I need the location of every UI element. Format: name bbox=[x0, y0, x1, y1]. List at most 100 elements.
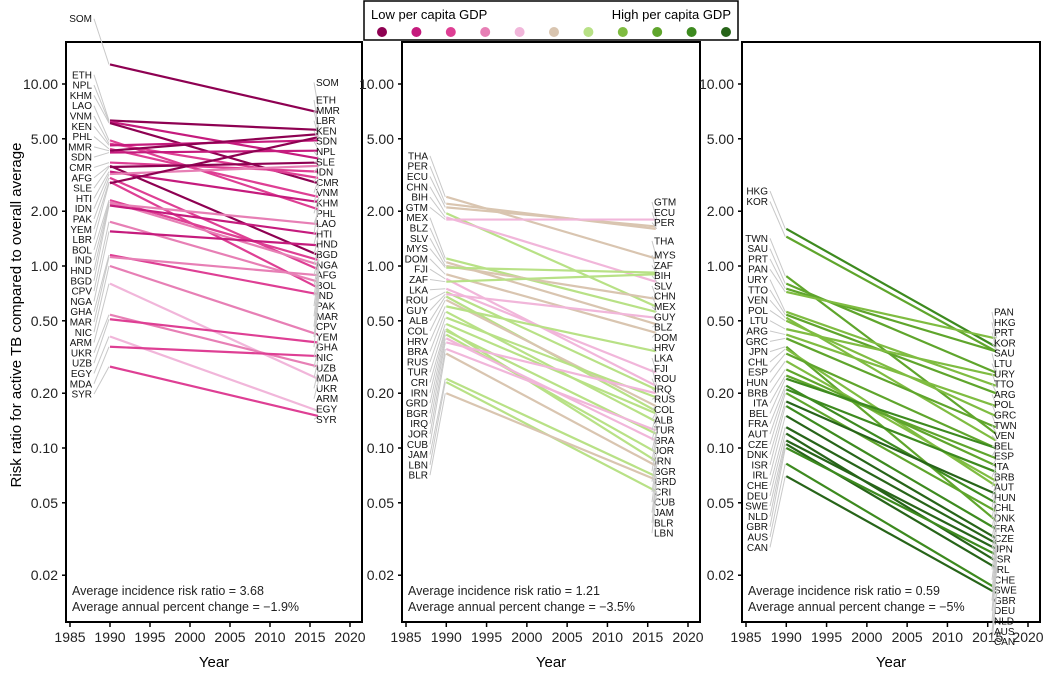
country-label-start: NPL bbox=[73, 81, 93, 92]
panel-frame bbox=[65, 41, 363, 623]
label-leader-line bbox=[93, 205, 110, 281]
label-leader-line bbox=[991, 342, 998, 352]
country-label-end: DNK bbox=[994, 514, 1015, 525]
series-line-idn bbox=[109, 164, 319, 176]
country-label-end: SDN bbox=[316, 137, 337, 148]
series-line-eth bbox=[109, 119, 319, 131]
country-label-end: IND bbox=[316, 291, 333, 302]
country-label-start: CHN bbox=[406, 182, 428, 193]
country-label-start: BLR bbox=[409, 471, 428, 482]
label-leader-line bbox=[991, 502, 998, 529]
country-label-end: LTU bbox=[994, 359, 1012, 370]
series-line-bel bbox=[785, 377, 997, 450]
country-label-end: BEL bbox=[994, 441, 1013, 452]
series-line-cri bbox=[445, 328, 657, 462]
label-leader-line bbox=[991, 493, 998, 519]
x-tick-label: 1990 bbox=[94, 629, 125, 645]
label-leader-line bbox=[429, 186, 446, 214]
country-label-end: LBR bbox=[316, 116, 335, 127]
country-label-start: TWN bbox=[745, 234, 768, 245]
country-label-start: ROU bbox=[406, 296, 428, 307]
series-line-arg bbox=[785, 333, 997, 408]
label-leader-line bbox=[93, 125, 110, 146]
series-line-sle bbox=[109, 161, 319, 169]
country-label-end: ROU bbox=[654, 374, 676, 385]
label-leader-line bbox=[991, 592, 998, 642]
label-leader-line bbox=[93, 95, 110, 124]
country-label-end: ZAF bbox=[654, 261, 673, 272]
country-label-start: LBN bbox=[409, 460, 428, 471]
label-leader-line bbox=[651, 421, 658, 441]
label-leader-line bbox=[991, 404, 998, 417]
label-leader-line bbox=[991, 528, 998, 560]
label-leader-line bbox=[93, 165, 110, 179]
legend-color-dot bbox=[377, 27, 387, 37]
country-label-start: BRB bbox=[747, 388, 768, 399]
series-line-swe bbox=[785, 439, 997, 550]
series-line-che bbox=[785, 426, 997, 545]
series-line-yem bbox=[109, 180, 319, 289]
label-leader-line bbox=[651, 296, 658, 307]
label-leader-line bbox=[769, 433, 786, 496]
y-tick-label: 0.02 bbox=[707, 567, 734, 583]
country-label-start: AUT bbox=[748, 430, 768, 441]
label-leader-line bbox=[93, 254, 110, 312]
country-label-start: MEX bbox=[406, 213, 428, 224]
label-leader-line bbox=[313, 366, 320, 389]
x-tick-label: 1995 bbox=[811, 629, 842, 645]
country-label-end: GUY bbox=[654, 312, 676, 323]
label-leader-line bbox=[651, 451, 658, 482]
label-leader-line bbox=[769, 248, 786, 284]
country-label-start: MAR bbox=[70, 317, 92, 328]
x-tick-label: 1985 bbox=[390, 629, 421, 645]
series-line-zaf bbox=[446, 273, 656, 283]
country-label-start: JOR bbox=[408, 429, 428, 440]
country-label-start: IDN bbox=[75, 204, 92, 215]
panel-frame bbox=[741, 41, 1041, 623]
y-tick-label: 10.00 bbox=[359, 76, 394, 92]
country-label-start: DNK bbox=[747, 450, 768, 461]
label-leader-line bbox=[93, 84, 110, 122]
label-leader-line bbox=[429, 217, 446, 259]
country-label-start: ALB bbox=[409, 316, 428, 327]
country-label-end: POL bbox=[994, 400, 1014, 411]
country-label-end: ITA bbox=[994, 462, 1009, 473]
country-label-start: COL bbox=[407, 326, 428, 337]
label-leader-line bbox=[769, 378, 786, 414]
label-leader-line bbox=[93, 181, 110, 230]
country-label-start: BIH bbox=[411, 193, 428, 204]
y-tick-label: 0.10 bbox=[707, 440, 734, 456]
country-label-end: MEX bbox=[654, 302, 676, 313]
country-label-start: CAN bbox=[747, 543, 768, 554]
label-leader-line bbox=[769, 463, 786, 538]
label-leader-line bbox=[313, 355, 320, 379]
country-label-start: IRL bbox=[752, 471, 768, 482]
label-leader-line bbox=[93, 162, 110, 168]
country-label-start: LKA bbox=[409, 285, 428, 296]
label-leader-line bbox=[769, 369, 786, 394]
country-label-start: BOL bbox=[72, 245, 92, 256]
series-line-guy bbox=[446, 293, 656, 319]
label-leader-line bbox=[651, 490, 658, 534]
country-label-start: ARM bbox=[70, 338, 92, 349]
country-label-end: ESP bbox=[994, 452, 1014, 463]
y-tick-label: 10.00 bbox=[699, 76, 734, 92]
country-label-start: VNM bbox=[70, 111, 92, 122]
country-label-end: FRA bbox=[994, 524, 1014, 535]
series-line-aut bbox=[785, 388, 997, 473]
label-leader-line bbox=[429, 278, 446, 283]
series-line-fji bbox=[445, 277, 657, 387]
country-label-start: PRT bbox=[748, 254, 768, 265]
label-leader-line bbox=[313, 201, 320, 234]
series-line-ury bbox=[785, 310, 997, 387]
label-leader-line bbox=[93, 265, 110, 333]
label-leader-line bbox=[313, 183, 320, 204]
label-leader-line bbox=[651, 275, 658, 282]
label-leader-line bbox=[769, 330, 786, 336]
panel-annotation: Average incidence risk ratio = 0.59 bbox=[748, 584, 940, 598]
country-label-start: MMR bbox=[68, 142, 92, 153]
country-label-end: MDA bbox=[316, 374, 339, 385]
series-line-can bbox=[785, 475, 997, 594]
country-label-end: AUT bbox=[994, 483, 1014, 494]
